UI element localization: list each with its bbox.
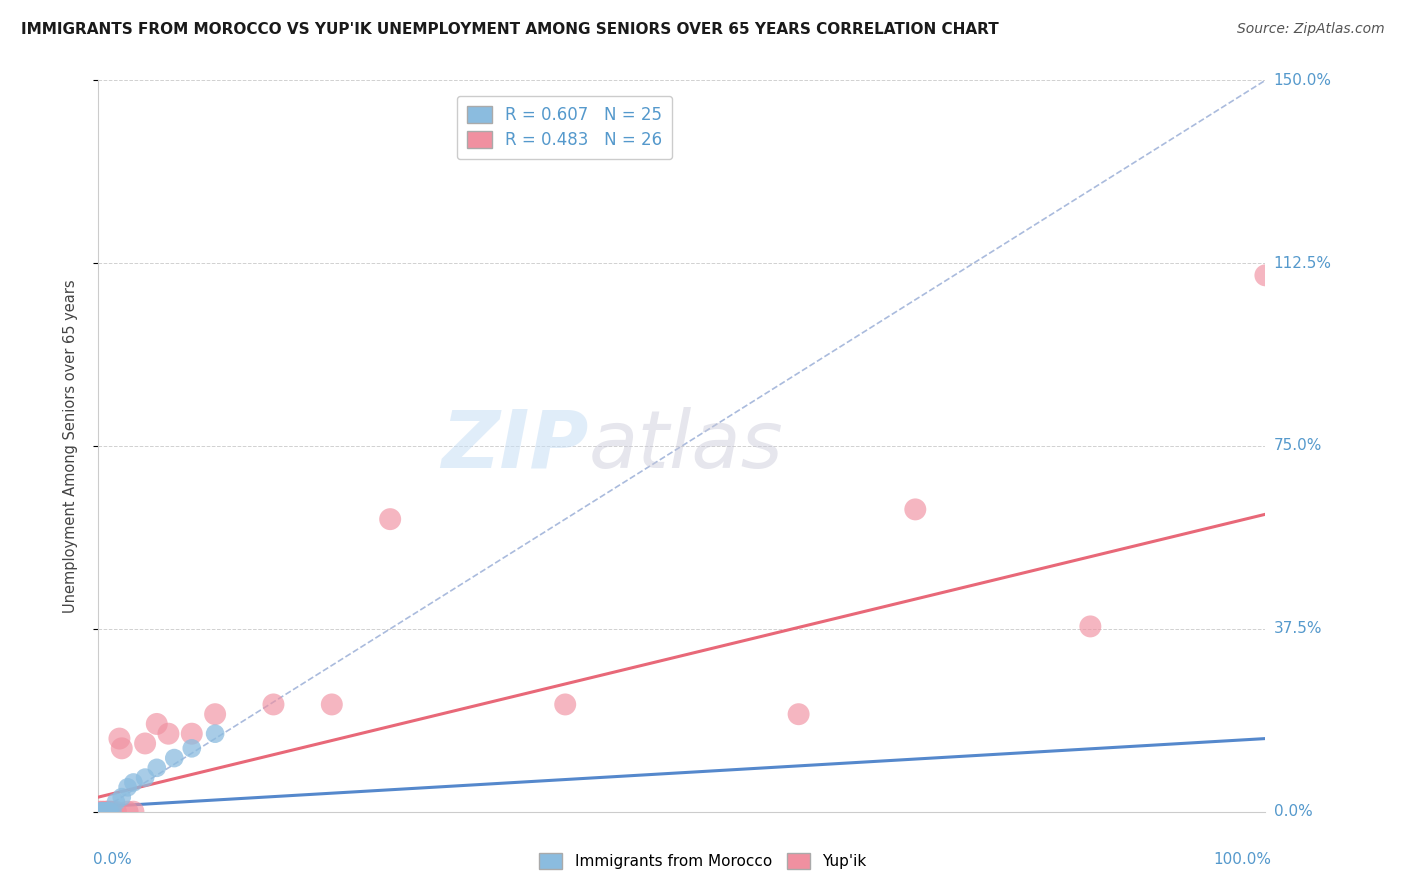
Point	[96, 805, 118, 819]
Point	[90, 805, 112, 819]
Point	[90, 805, 112, 819]
Text: 0.0%: 0.0%	[93, 852, 131, 867]
Point	[163, 751, 186, 765]
Legend: R = 0.607   N = 25, R = 0.483   N = 26: R = 0.607 N = 25, R = 0.483 N = 26	[457, 96, 672, 159]
Point	[89, 805, 111, 819]
Point	[117, 780, 139, 795]
Point	[1080, 619, 1102, 633]
Point	[122, 805, 145, 819]
Point	[98, 805, 121, 819]
Text: 100.0%: 100.0%	[1213, 852, 1271, 867]
Text: 0.0%: 0.0%	[1274, 805, 1312, 819]
Point	[380, 512, 402, 526]
Point	[134, 736, 156, 750]
Point	[157, 727, 180, 741]
Point	[204, 727, 226, 741]
Point	[97, 805, 120, 819]
Y-axis label: Unemployment Among Seniors over 65 years: Unemployment Among Seniors over 65 years	[63, 279, 77, 613]
Point	[90, 805, 112, 819]
Point	[262, 698, 284, 712]
Point	[94, 805, 117, 819]
Point	[93, 805, 115, 819]
Point	[904, 502, 927, 516]
Point	[180, 741, 202, 756]
Point	[1254, 268, 1277, 283]
Point	[108, 731, 131, 746]
Point	[93, 805, 115, 819]
Point	[94, 805, 117, 819]
Point	[98, 805, 121, 819]
Point	[104, 795, 127, 809]
Point	[91, 805, 114, 819]
Point	[111, 741, 134, 756]
Point	[134, 771, 156, 785]
Text: atlas: atlas	[589, 407, 783, 485]
Text: Source: ZipAtlas.com: Source: ZipAtlas.com	[1237, 22, 1385, 37]
Text: ZIP: ZIP	[441, 407, 589, 485]
Point	[146, 761, 169, 775]
Text: 150.0%: 150.0%	[1274, 73, 1331, 87]
Point	[787, 707, 810, 722]
Point	[101, 805, 124, 819]
Point	[96, 805, 118, 819]
Point	[117, 805, 139, 819]
Point	[93, 805, 115, 819]
Legend: Immigrants from Morocco, Yup'ik: Immigrants from Morocco, Yup'ik	[533, 847, 873, 875]
Point	[554, 698, 576, 712]
Point	[97, 805, 120, 819]
Text: IMMIGRANTS FROM MOROCCO VS YUP'IK UNEMPLOYMENT AMONG SENIORS OVER 65 YEARS CORRE: IMMIGRANTS FROM MOROCCO VS YUP'IK UNEMPL…	[21, 22, 998, 37]
Point	[111, 790, 134, 805]
Text: 75.0%: 75.0%	[1274, 439, 1322, 453]
Point	[97, 805, 120, 819]
Point	[104, 805, 127, 819]
Point	[204, 707, 226, 722]
Point	[90, 805, 112, 819]
Point	[321, 698, 343, 712]
Point	[180, 727, 202, 741]
Point	[91, 805, 114, 819]
Point	[122, 775, 145, 789]
Point	[101, 805, 124, 819]
Text: 37.5%: 37.5%	[1274, 622, 1322, 636]
Point	[97, 805, 120, 819]
Point	[90, 805, 112, 819]
Point	[146, 717, 169, 731]
Text: 112.5%: 112.5%	[1274, 256, 1331, 270]
Point	[89, 805, 111, 819]
